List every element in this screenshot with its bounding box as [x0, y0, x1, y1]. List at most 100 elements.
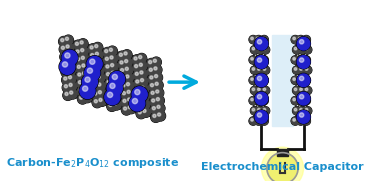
- Circle shape: [126, 104, 136, 113]
- Circle shape: [294, 108, 297, 111]
- Circle shape: [110, 56, 113, 59]
- Circle shape: [121, 97, 131, 107]
- Circle shape: [81, 77, 91, 87]
- Circle shape: [141, 100, 150, 109]
- Circle shape: [90, 67, 100, 77]
- Circle shape: [251, 119, 253, 121]
- Circle shape: [118, 59, 128, 69]
- Circle shape: [112, 74, 117, 80]
- Circle shape: [92, 69, 95, 72]
- Circle shape: [251, 66, 258, 74]
- Circle shape: [249, 117, 257, 125]
- Circle shape: [108, 46, 117, 56]
- Circle shape: [76, 64, 85, 73]
- Circle shape: [256, 87, 264, 94]
- Circle shape: [300, 88, 302, 91]
- Circle shape: [150, 97, 160, 107]
- Circle shape: [251, 66, 259, 74]
- Circle shape: [92, 98, 102, 108]
- Circle shape: [95, 74, 105, 83]
- Circle shape: [120, 61, 123, 64]
- Circle shape: [59, 36, 69, 46]
- Circle shape: [141, 107, 151, 117]
- Circle shape: [62, 62, 66, 65]
- Circle shape: [136, 80, 139, 83]
- Circle shape: [65, 37, 68, 40]
- Circle shape: [304, 66, 312, 74]
- Circle shape: [105, 57, 108, 60]
- Circle shape: [108, 61, 119, 72]
- Circle shape: [304, 37, 306, 40]
- Circle shape: [92, 90, 102, 100]
- Circle shape: [122, 92, 126, 95]
- Circle shape: [123, 58, 132, 67]
- Circle shape: [80, 62, 90, 72]
- Circle shape: [96, 89, 106, 98]
- Circle shape: [68, 89, 77, 99]
- Circle shape: [267, 153, 298, 184]
- Circle shape: [291, 36, 299, 43]
- Circle shape: [135, 72, 138, 75]
- Circle shape: [81, 49, 84, 52]
- Circle shape: [59, 44, 69, 54]
- Circle shape: [149, 82, 158, 91]
- Circle shape: [64, 77, 67, 80]
- Circle shape: [135, 93, 145, 103]
- Circle shape: [293, 37, 295, 40]
- Circle shape: [84, 65, 101, 81]
- Circle shape: [304, 46, 312, 53]
- Circle shape: [260, 56, 268, 64]
- Circle shape: [140, 79, 144, 82]
- Circle shape: [249, 56, 257, 64]
- Circle shape: [104, 70, 114, 81]
- Circle shape: [297, 74, 310, 87]
- Circle shape: [62, 50, 77, 65]
- Circle shape: [105, 86, 116, 96]
- Circle shape: [150, 105, 160, 115]
- Circle shape: [110, 70, 119, 79]
- Circle shape: [138, 69, 148, 79]
- Circle shape: [293, 87, 300, 94]
- Circle shape: [262, 78, 264, 81]
- Circle shape: [153, 114, 156, 118]
- Circle shape: [97, 96, 107, 106]
- Circle shape: [251, 46, 259, 54]
- Circle shape: [82, 85, 92, 95]
- Circle shape: [292, 86, 301, 95]
- Circle shape: [151, 113, 160, 122]
- Circle shape: [260, 117, 268, 125]
- Circle shape: [125, 81, 134, 90]
- Circle shape: [297, 37, 310, 50]
- Circle shape: [157, 105, 160, 108]
- Circle shape: [62, 62, 68, 67]
- Circle shape: [151, 57, 161, 67]
- Circle shape: [302, 56, 310, 64]
- Circle shape: [251, 86, 259, 95]
- Circle shape: [297, 111, 310, 123]
- Circle shape: [111, 85, 120, 94]
- Circle shape: [136, 109, 146, 119]
- Circle shape: [291, 56, 299, 64]
- Circle shape: [297, 56, 304, 64]
- Circle shape: [260, 97, 268, 105]
- Circle shape: [67, 82, 77, 91]
- Circle shape: [256, 46, 264, 53]
- Circle shape: [300, 94, 304, 99]
- Circle shape: [304, 86, 312, 95]
- Circle shape: [291, 97, 299, 105]
- Circle shape: [291, 36, 300, 44]
- Circle shape: [90, 46, 93, 49]
- Circle shape: [251, 87, 258, 94]
- Circle shape: [262, 66, 269, 74]
- Circle shape: [126, 96, 135, 106]
- Text: Carbon-Fe$_2$P$_4$O$_{12}$ composite: Carbon-Fe$_2$P$_4$O$_{12}$ composite: [6, 156, 179, 170]
- Circle shape: [256, 66, 264, 74]
- Circle shape: [300, 113, 304, 117]
- Circle shape: [90, 67, 99, 77]
- Circle shape: [297, 110, 310, 124]
- Circle shape: [251, 46, 258, 53]
- Circle shape: [303, 56, 310, 64]
- Circle shape: [147, 59, 156, 68]
- Circle shape: [263, 68, 266, 70]
- Circle shape: [59, 37, 68, 46]
